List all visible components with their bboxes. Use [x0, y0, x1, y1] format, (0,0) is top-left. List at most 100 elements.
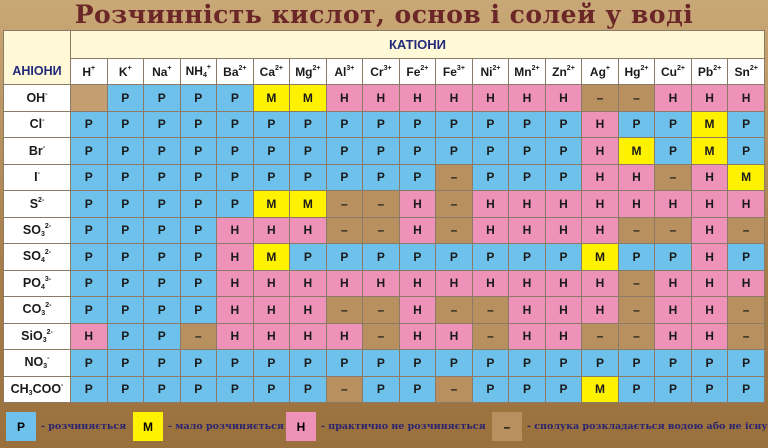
- solubility-cell: Р: [252, 110, 291, 138]
- solubility-cell: Р: [398, 243, 437, 271]
- solubility-cell: –: [727, 216, 765, 244]
- anion-label: SO32-: [3, 216, 71, 244]
- solubility-cell: Р: [435, 110, 473, 138]
- solubility-cell: Н: [690, 269, 729, 297]
- solubility-cell: Н: [252, 296, 291, 324]
- solubility-cell: Р: [106, 110, 145, 138]
- solubility-cell: Р: [179, 163, 218, 191]
- solubility-cell: Р: [471, 137, 510, 165]
- solubility-cell: Н: [654, 322, 692, 350]
- solubility-cell: Р: [106, 190, 145, 218]
- solubility-cell: –: [435, 375, 473, 403]
- solubility-cell: Н: [544, 296, 583, 324]
- solubility-cell: Н: [690, 190, 729, 218]
- solubility-cell: Н: [362, 84, 400, 112]
- solubility-cell: Н: [70, 322, 108, 350]
- table-row: CO32- Р Р Р Р Н Н Н – – Н – – Н Н Н – Н Н –: [3, 296, 765, 324]
- cations-row: H+ K+ Na+ NH4+ Ba2+ Ca2+ Mg2+ Al3+ Cr3+ Fe2+ Fe3+ N…: [4, 58, 765, 85]
- solubility-cell: Н: [581, 190, 619, 218]
- solubility-cell: Р: [289, 110, 327, 138]
- solubility-cell: Р: [216, 375, 254, 403]
- solubility-cell: М: [289, 190, 327, 218]
- solubility-cell: Н: [581, 216, 619, 244]
- solubility-cell: –: [581, 322, 619, 350]
- table-row: Br- Р Р Р Р Р Р Р Р Р Р Р Р Р Р Н М Р М Р: [3, 137, 765, 165]
- solubility-cell: Н: [581, 110, 619, 138]
- solubility-cell: –: [362, 216, 400, 244]
- solubility-cell: Н: [544, 216, 583, 244]
- legend-item: Н - практично не розчиняється: [286, 412, 486, 441]
- solubility-cell: Р: [143, 375, 181, 403]
- solubility-cell: Н: [398, 190, 437, 218]
- solubility-cell: Р: [581, 349, 619, 377]
- solubility-cell: Р: [435, 243, 473, 271]
- cation-header: Cr3+: [362, 58, 400, 85]
- solubility-cell: Р: [70, 296, 108, 324]
- solubility-cell: Р: [544, 163, 583, 191]
- solubility-cell: Р: [106, 84, 145, 112]
- solubility-cell: Н: [216, 243, 254, 271]
- solubility-cell: –: [654, 216, 692, 244]
- solubility-cell: Р: [216, 110, 254, 138]
- legend-label: - мало розчиняється: [168, 421, 284, 432]
- table-row: SO42- Р Р Р Р Н М Р Р Р Р Р Р Р Р М Р Р Н Р: [3, 243, 765, 271]
- solubility-cell: Р: [471, 375, 510, 403]
- solubility-cell: Н: [325, 269, 364, 297]
- cation-header: Mg2+: [289, 58, 327, 85]
- solubility-cell: Р: [727, 375, 765, 403]
- solubility-cell: Р: [106, 269, 145, 297]
- solubility-cell: –: [325, 216, 364, 244]
- solubility-cell: –: [617, 216, 656, 244]
- legend-swatch: Н: [286, 412, 316, 441]
- solubility-cell: Р: [362, 375, 400, 403]
- solubility-cell: Р: [252, 163, 291, 191]
- legend-item: М - мало розчиняється: [133, 412, 284, 441]
- solubility-cell: Р: [289, 349, 327, 377]
- solubility-table: АНІОНИ КАТІОНИ H+ K+ Na+ NH4+ Ba2+ Ca2+ Mg2+ Al…: [3, 30, 765, 403]
- solubility-cell: Н: [471, 190, 510, 218]
- table-row: NO3- Р Р Р Р Р Р Р Р Р Р Р Р Р Р Р Р Р Р Р: [3, 349, 765, 377]
- legend-label: - практично не розчиняється: [321, 421, 486, 432]
- solubility-cell: Р: [654, 349, 692, 377]
- solubility-cell: Р: [216, 163, 254, 191]
- cation-header: Fe3+: [435, 58, 473, 85]
- legend-item: – - сполука розкладається водою або не іс…: [492, 412, 768, 441]
- solubility-cell: Р: [544, 243, 583, 271]
- solubility-cell: Р: [508, 110, 546, 138]
- anion-label: I-: [3, 163, 71, 191]
- solubility-cell: Н: [690, 243, 729, 271]
- table-row: OH- Р Р Р Р М М Н Н Н Н Н Н Н – – Н Н Н: [3, 84, 765, 112]
- solubility-cell: Н: [216, 296, 254, 324]
- legend-swatch: Р: [6, 412, 36, 441]
- anion-label: Cl-: [3, 110, 71, 138]
- solubility-cell: Н: [398, 296, 437, 324]
- solubility-cell: Р: [252, 349, 291, 377]
- solubility-cell: Р: [398, 163, 437, 191]
- solubility-cell: Н: [398, 269, 437, 297]
- cation-header: Ag+: [581, 58, 619, 85]
- cation-header: H+: [70, 58, 108, 85]
- solubility-cell: Р: [143, 322, 181, 350]
- solubility-cell: Р: [398, 375, 437, 403]
- solubility-cell: Р: [362, 349, 400, 377]
- cation-header: Mn2+: [508, 58, 546, 85]
- solubility-cell: Р: [216, 190, 254, 218]
- solubility-cell: Р: [179, 375, 218, 403]
- solubility-cell: Н: [216, 216, 254, 244]
- table-row: CH3COO- Р Р Р Р Р Р Р – Р Р – Р Р Р М Р Р Р Р: [3, 375, 765, 403]
- solubility-cell: М: [690, 137, 729, 165]
- solubility-cell: Р: [325, 110, 364, 138]
- solubility-cell: Н: [544, 269, 583, 297]
- solubility-cell: М: [289, 84, 327, 112]
- solubility-cell: –: [325, 296, 364, 324]
- solubility-cell: Р: [325, 243, 364, 271]
- solubility-cell: Р: [179, 349, 218, 377]
- solubility-cell: –: [325, 375, 364, 403]
- solubility-cell: Р: [179, 296, 218, 324]
- solubility-cell: Р: [289, 137, 327, 165]
- solubility-cell: Р: [362, 137, 400, 165]
- solubility-cell: Р: [435, 349, 473, 377]
- solubility-cell: Н: [325, 322, 364, 350]
- solubility-cell: Р: [143, 110, 181, 138]
- solubility-cell: Р: [106, 322, 145, 350]
